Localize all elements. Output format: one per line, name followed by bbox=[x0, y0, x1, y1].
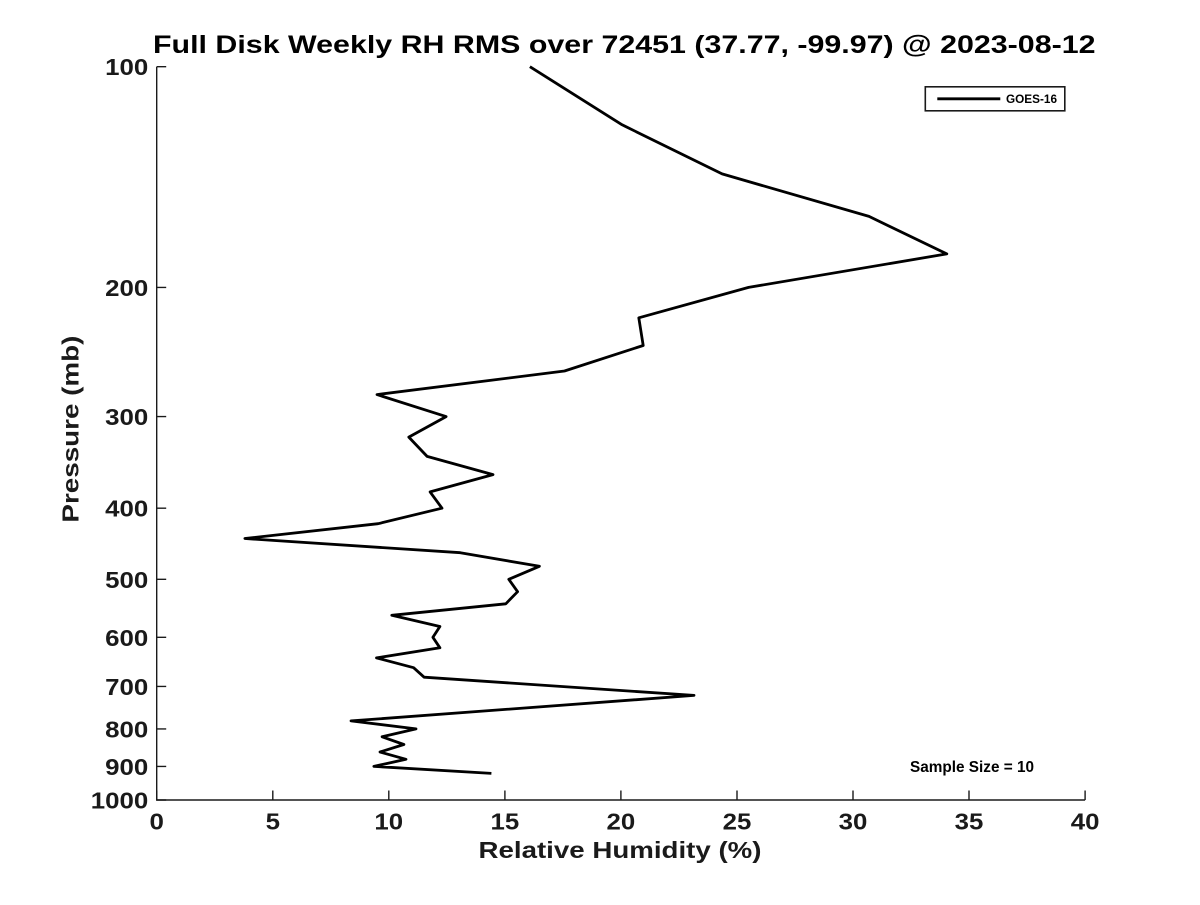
svg-text:900: 900 bbox=[105, 754, 148, 780]
svg-text:Relative Humidity (%): Relative Humidity (%) bbox=[479, 837, 762, 863]
svg-text:30: 30 bbox=[839, 809, 868, 835]
svg-text:500: 500 bbox=[105, 567, 148, 593]
svg-text:10: 10 bbox=[374, 809, 403, 835]
svg-text:20: 20 bbox=[607, 809, 636, 835]
svg-text:15: 15 bbox=[491, 809, 520, 835]
svg-text:800: 800 bbox=[105, 716, 148, 742]
svg-text:100: 100 bbox=[105, 54, 148, 80]
svg-text:Sample Size = 10: Sample Size = 10 bbox=[910, 759, 1034, 776]
svg-text:40: 40 bbox=[1071, 809, 1100, 835]
svg-text:Full Disk Weekly RH RMS over 7: Full Disk Weekly RH RMS over 72451 (37.7… bbox=[153, 31, 1096, 59]
svg-text:GOES-16: GOES-16 bbox=[1006, 94, 1057, 106]
svg-text:0: 0 bbox=[150, 809, 164, 835]
svg-text:400: 400 bbox=[105, 496, 148, 522]
svg-text:35: 35 bbox=[955, 809, 984, 835]
svg-text:600: 600 bbox=[105, 625, 148, 651]
svg-text:1000: 1000 bbox=[91, 788, 149, 814]
svg-text:300: 300 bbox=[105, 404, 148, 430]
svg-text:5: 5 bbox=[266, 809, 281, 835]
svg-text:Pressure (mb): Pressure (mb) bbox=[58, 336, 84, 523]
svg-text:700: 700 bbox=[105, 674, 148, 700]
svg-text:25: 25 bbox=[723, 809, 752, 835]
svg-text:200: 200 bbox=[105, 275, 148, 301]
